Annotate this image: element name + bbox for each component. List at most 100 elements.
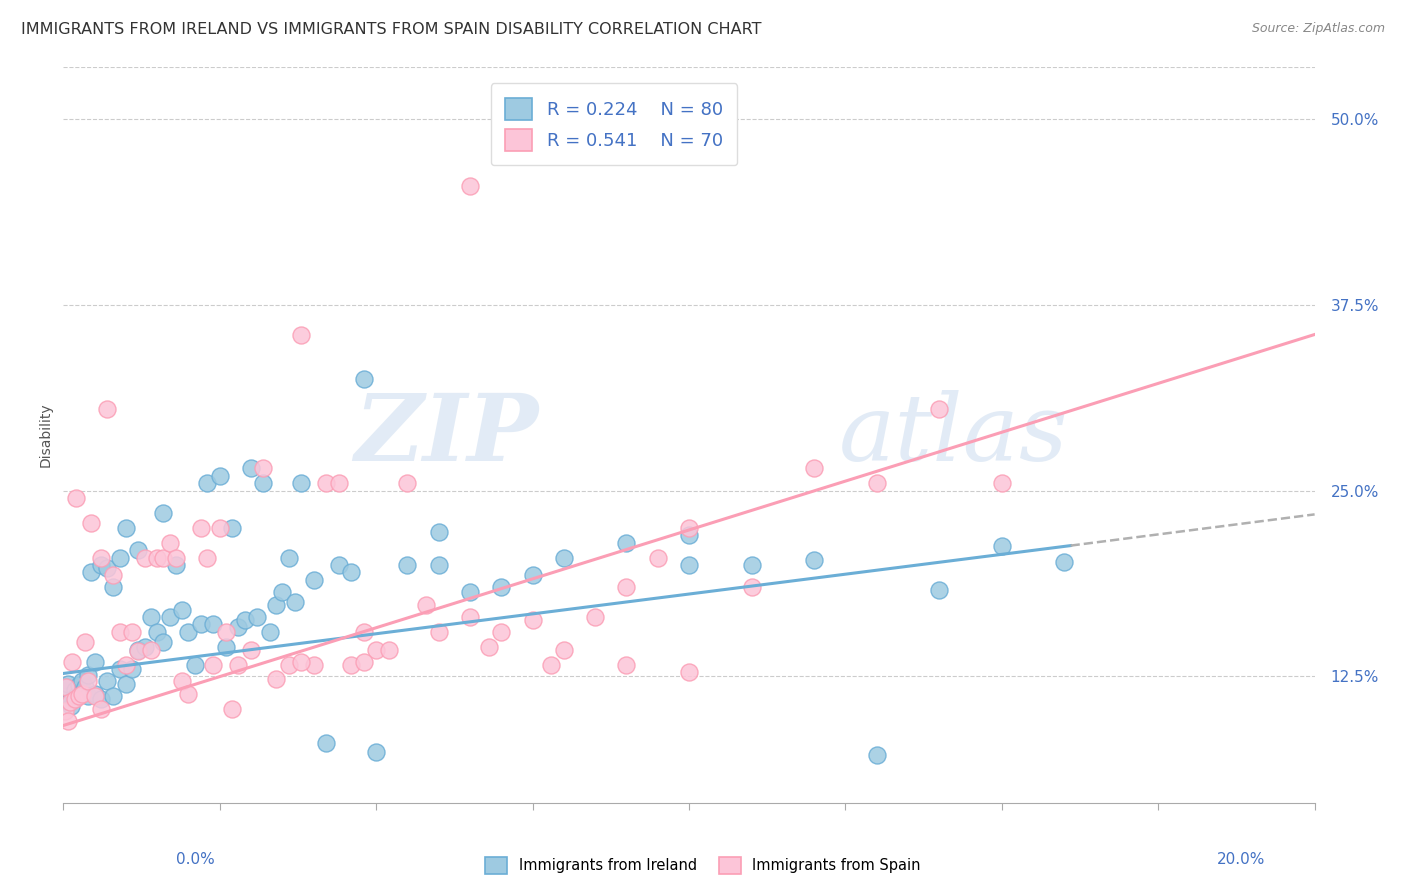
Point (252, 461, 274, 475)
Point (55, 680, 77, 694)
Point (77, 673, 100, 688)
Point (228, 620, 250, 634)
Point (264, 598, 287, 612)
Point (290, 655, 312, 669)
Text: atlas: atlas (839, 390, 1069, 480)
Point (415, 598, 437, 612)
Point (83, 655, 105, 669)
Point (678, 558, 700, 572)
Point (80, 566, 103, 580)
Point (75, 635, 97, 649)
Point (233, 613, 256, 627)
Point (96, 673, 118, 688)
Point (221, 521, 243, 535)
Point (458, 610, 481, 624)
Point (239, 461, 263, 475)
Point (616, 580, 638, 594)
Point (58, 714, 80, 728)
Point (866, 476, 889, 491)
Point (315, 736, 337, 750)
Point (127, 644, 149, 658)
Point (190, 617, 212, 632)
Point (366, 642, 388, 657)
Point (55, 680, 77, 694)
Point (103, 568, 125, 582)
Point (58, 695, 80, 709)
Text: 20.0%: 20.0% (1218, 852, 1265, 867)
Point (328, 476, 350, 491)
Point (491, 580, 513, 594)
Point (121, 662, 143, 676)
Point (134, 550, 156, 565)
Point (1053, 555, 1076, 569)
Point (159, 610, 181, 624)
Point (741, 558, 763, 572)
Point (553, 642, 575, 657)
Text: IMMIGRANTS FROM IRELAND VS IMMIGRANTS FROM SPAIN DISABILITY CORRELATION CHART: IMMIGRANTS FROM IRELAND VS IMMIGRANTS FR… (21, 22, 762, 37)
Point (478, 640, 501, 654)
Point (60, 655, 83, 669)
Point (246, 610, 269, 624)
Point (215, 624, 238, 639)
Point (678, 528, 700, 542)
Point (302, 657, 325, 672)
Point (866, 748, 889, 763)
Point (221, 702, 243, 716)
Point (290, 327, 312, 342)
Point (67, 678, 90, 692)
Point (741, 580, 763, 594)
Point (259, 624, 281, 639)
Point (127, 642, 149, 657)
Point (90, 691, 112, 706)
Point (90, 702, 112, 716)
Point (315, 476, 337, 491)
Point (80, 516, 103, 531)
Point (522, 568, 544, 582)
Point (239, 642, 263, 657)
Point (146, 550, 169, 565)
Point (121, 624, 143, 639)
Point (70, 684, 93, 698)
Point (396, 476, 419, 491)
Point (146, 624, 169, 639)
Point (427, 525, 450, 540)
Point (353, 655, 375, 669)
Point (75, 680, 97, 694)
Point (353, 372, 375, 386)
Text: 0.0%: 0.0% (176, 852, 215, 867)
Point (647, 550, 669, 565)
Point (208, 468, 231, 483)
Point (340, 657, 363, 672)
Point (202, 617, 225, 632)
Point (152, 506, 174, 520)
Point (616, 535, 638, 549)
Point (63, 682, 86, 697)
Point (190, 521, 212, 535)
Point (803, 461, 825, 475)
Point (252, 476, 274, 491)
Point (202, 657, 225, 672)
Point (115, 521, 138, 535)
Point (491, 624, 513, 639)
Point (59, 699, 82, 714)
Point (115, 677, 138, 691)
Point (277, 657, 299, 672)
Point (522, 613, 544, 627)
Point (108, 624, 131, 639)
Point (134, 640, 156, 654)
Point (77, 689, 100, 703)
Point (108, 550, 131, 565)
Point (264, 673, 287, 687)
Point (70, 687, 93, 701)
Point (139, 610, 162, 624)
Point (678, 521, 700, 535)
Point (152, 635, 174, 649)
Y-axis label: Disability: Disability (38, 402, 52, 467)
Point (195, 476, 218, 491)
Point (55, 689, 77, 703)
Legend: Immigrants from Ireland, Immigrants from Spain: Immigrants from Ireland, Immigrants from… (479, 851, 927, 880)
Point (396, 558, 419, 572)
Point (928, 401, 950, 416)
Point (53, 684, 76, 698)
Point (67, 689, 90, 703)
